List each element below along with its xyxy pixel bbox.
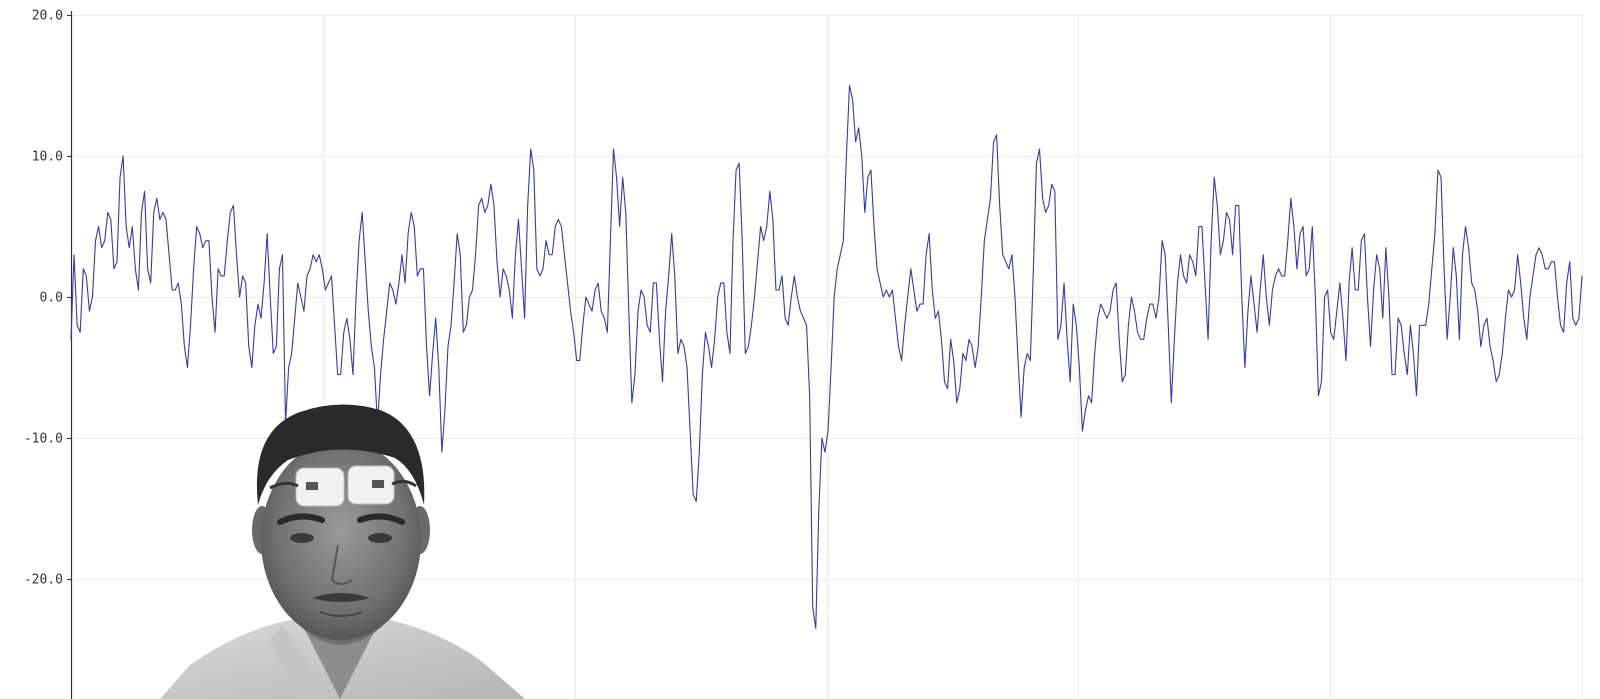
y-tick-label: -20.0 [24,573,63,588]
y-tick-label: 0.0 [40,291,63,306]
y-axis-ticks: 20.0 10.0 0.0 -10.0 -20.0 [24,9,71,588]
y-tick-label: 20.0 [32,9,63,24]
series-line [70,84,1583,630]
webcam-person-photo [160,404,525,699]
y-tick-label: 10.0 [32,150,63,165]
y-tick-label: -10.0 [24,432,63,447]
